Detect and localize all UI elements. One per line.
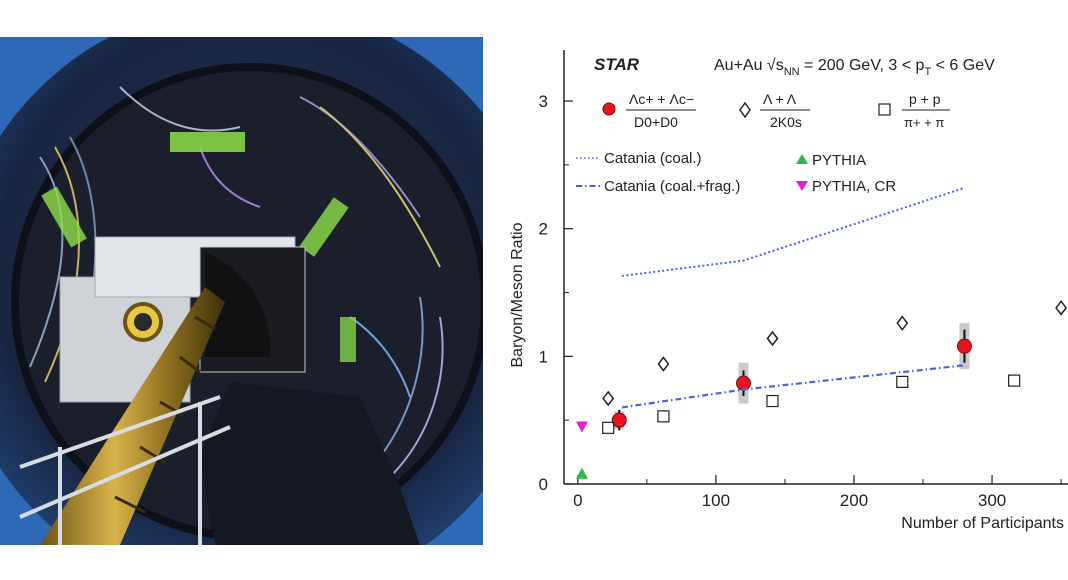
legend-lambda-c-denominator: D0+D0 <box>634 114 678 130</box>
y-tick-label: 0 <box>539 475 548 494</box>
experiment-label: STAR <box>594 55 640 74</box>
y-axis-label: Baryon/Meson Ratio <box>509 222 526 367</box>
legend-catania-coal: Catania (coal.) <box>604 150 702 167</box>
data-point-p <box>766 394 779 408</box>
data-point-p <box>896 375 909 388</box>
x-tick-label: 200 <box>840 491 868 510</box>
y-tick-label: 3 <box>539 92 548 111</box>
legend-lambda-numerator: Λ + Λ <box>763 91 797 107</box>
x-tick-label: 100 <box>702 491 730 510</box>
x-tick-label: 0 <box>573 491 582 510</box>
chart: 0 100 200 300 0 1 2 3 Baryon/Meson Ratio Number… <box>509 50 1068 532</box>
data-point-pythia <box>575 467 588 479</box>
detector-photo <box>0 37 483 545</box>
legend-proton-numerator: p + p <box>909 91 941 107</box>
legend-marker-pythia <box>796 154 808 164</box>
series-line-catania-coal-frag <box>621 364 965 409</box>
data-point-2k0s <box>896 315 909 331</box>
legend-pythia: PYTHIA <box>812 152 866 169</box>
data-point-c-d0 <box>736 375 752 391</box>
data-point-p <box>657 410 670 423</box>
data-point-2k0s <box>657 356 670 372</box>
beam-aperture-hole <box>134 313 152 331</box>
data-point-2k0s <box>766 330 779 347</box>
data-point-c-d0 <box>611 412 627 428</box>
x-axis-label: Number of Participants <box>901 515 1064 532</box>
scaffold <box>19 395 231 545</box>
data-point-p <box>1008 374 1021 387</box>
legend-catania-coal-frag: Catania (coal.+frag.) <box>604 178 740 195</box>
x-tick-label: 300 <box>978 491 1006 510</box>
legend-pythia-cr: PYTHIA, CR <box>812 178 896 195</box>
data-point-2k0s <box>1055 300 1068 316</box>
legend: Λc+ + Λc− D0+D0 Λ + Λ 2K0s p + p π+ + π … <box>576 91 950 195</box>
tick-marks: 0 100 200 300 0 1 2 3 <box>539 92 1062 510</box>
y-tick-label: 2 <box>539 220 548 239</box>
legend-marker-lambda <box>739 101 751 119</box>
data-point-pythia-cr <box>575 421 588 433</box>
data-point-c-d0 <box>956 338 972 354</box>
data-point-p <box>602 421 615 434</box>
legend-marker-proton <box>878 103 891 116</box>
data-point-2k0s <box>602 390 615 407</box>
legend-lambda-c-numerator: Λc+ + Λc− <box>629 91 694 107</box>
y-tick-label: 1 <box>539 347 548 366</box>
legend-marker-lambda-c <box>602 102 616 116</box>
black-disk <box>205 252 271 357</box>
series-line-catania-coal <box>621 186 965 277</box>
legend-lambda-denominator: 2K0s <box>770 114 802 130</box>
collision-system-label: Au+Au √sNN = 200 GeV, 3 < pT < 6 GeV <box>714 57 995 78</box>
beam-pipe <box>40 287 225 545</box>
legend-marker-pythia-cr <box>796 181 808 191</box>
data-marks <box>575 186 1068 479</box>
legend-proton-denominator: π+ + π <box>904 115 944 130</box>
black-tarp <box>200 382 420 545</box>
